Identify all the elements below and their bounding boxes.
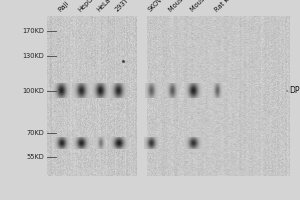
- Bar: [147, 16, 290, 176]
- Text: Mouse thymus: Mouse thymus: [168, 0, 207, 13]
- Text: DPP4: DPP4: [290, 86, 300, 95]
- Text: SKOV3: SKOV3: [147, 0, 167, 13]
- Text: 70KD: 70KD: [27, 130, 44, 136]
- Text: Raji: Raji: [57, 0, 70, 13]
- Text: HepG2: HepG2: [77, 0, 97, 13]
- Bar: [46, 16, 136, 176]
- Text: Rat kidney: Rat kidney: [213, 0, 243, 13]
- Text: 100KD: 100KD: [22, 88, 44, 94]
- Text: 55KD: 55KD: [27, 154, 44, 160]
- Text: 293T: 293T: [114, 0, 130, 13]
- Text: HeLa: HeLa: [96, 0, 112, 13]
- Text: 130KD: 130KD: [23, 53, 44, 59]
- Text: 170KD: 170KD: [22, 28, 44, 34]
- Text: Mouse liver: Mouse liver: [189, 0, 220, 13]
